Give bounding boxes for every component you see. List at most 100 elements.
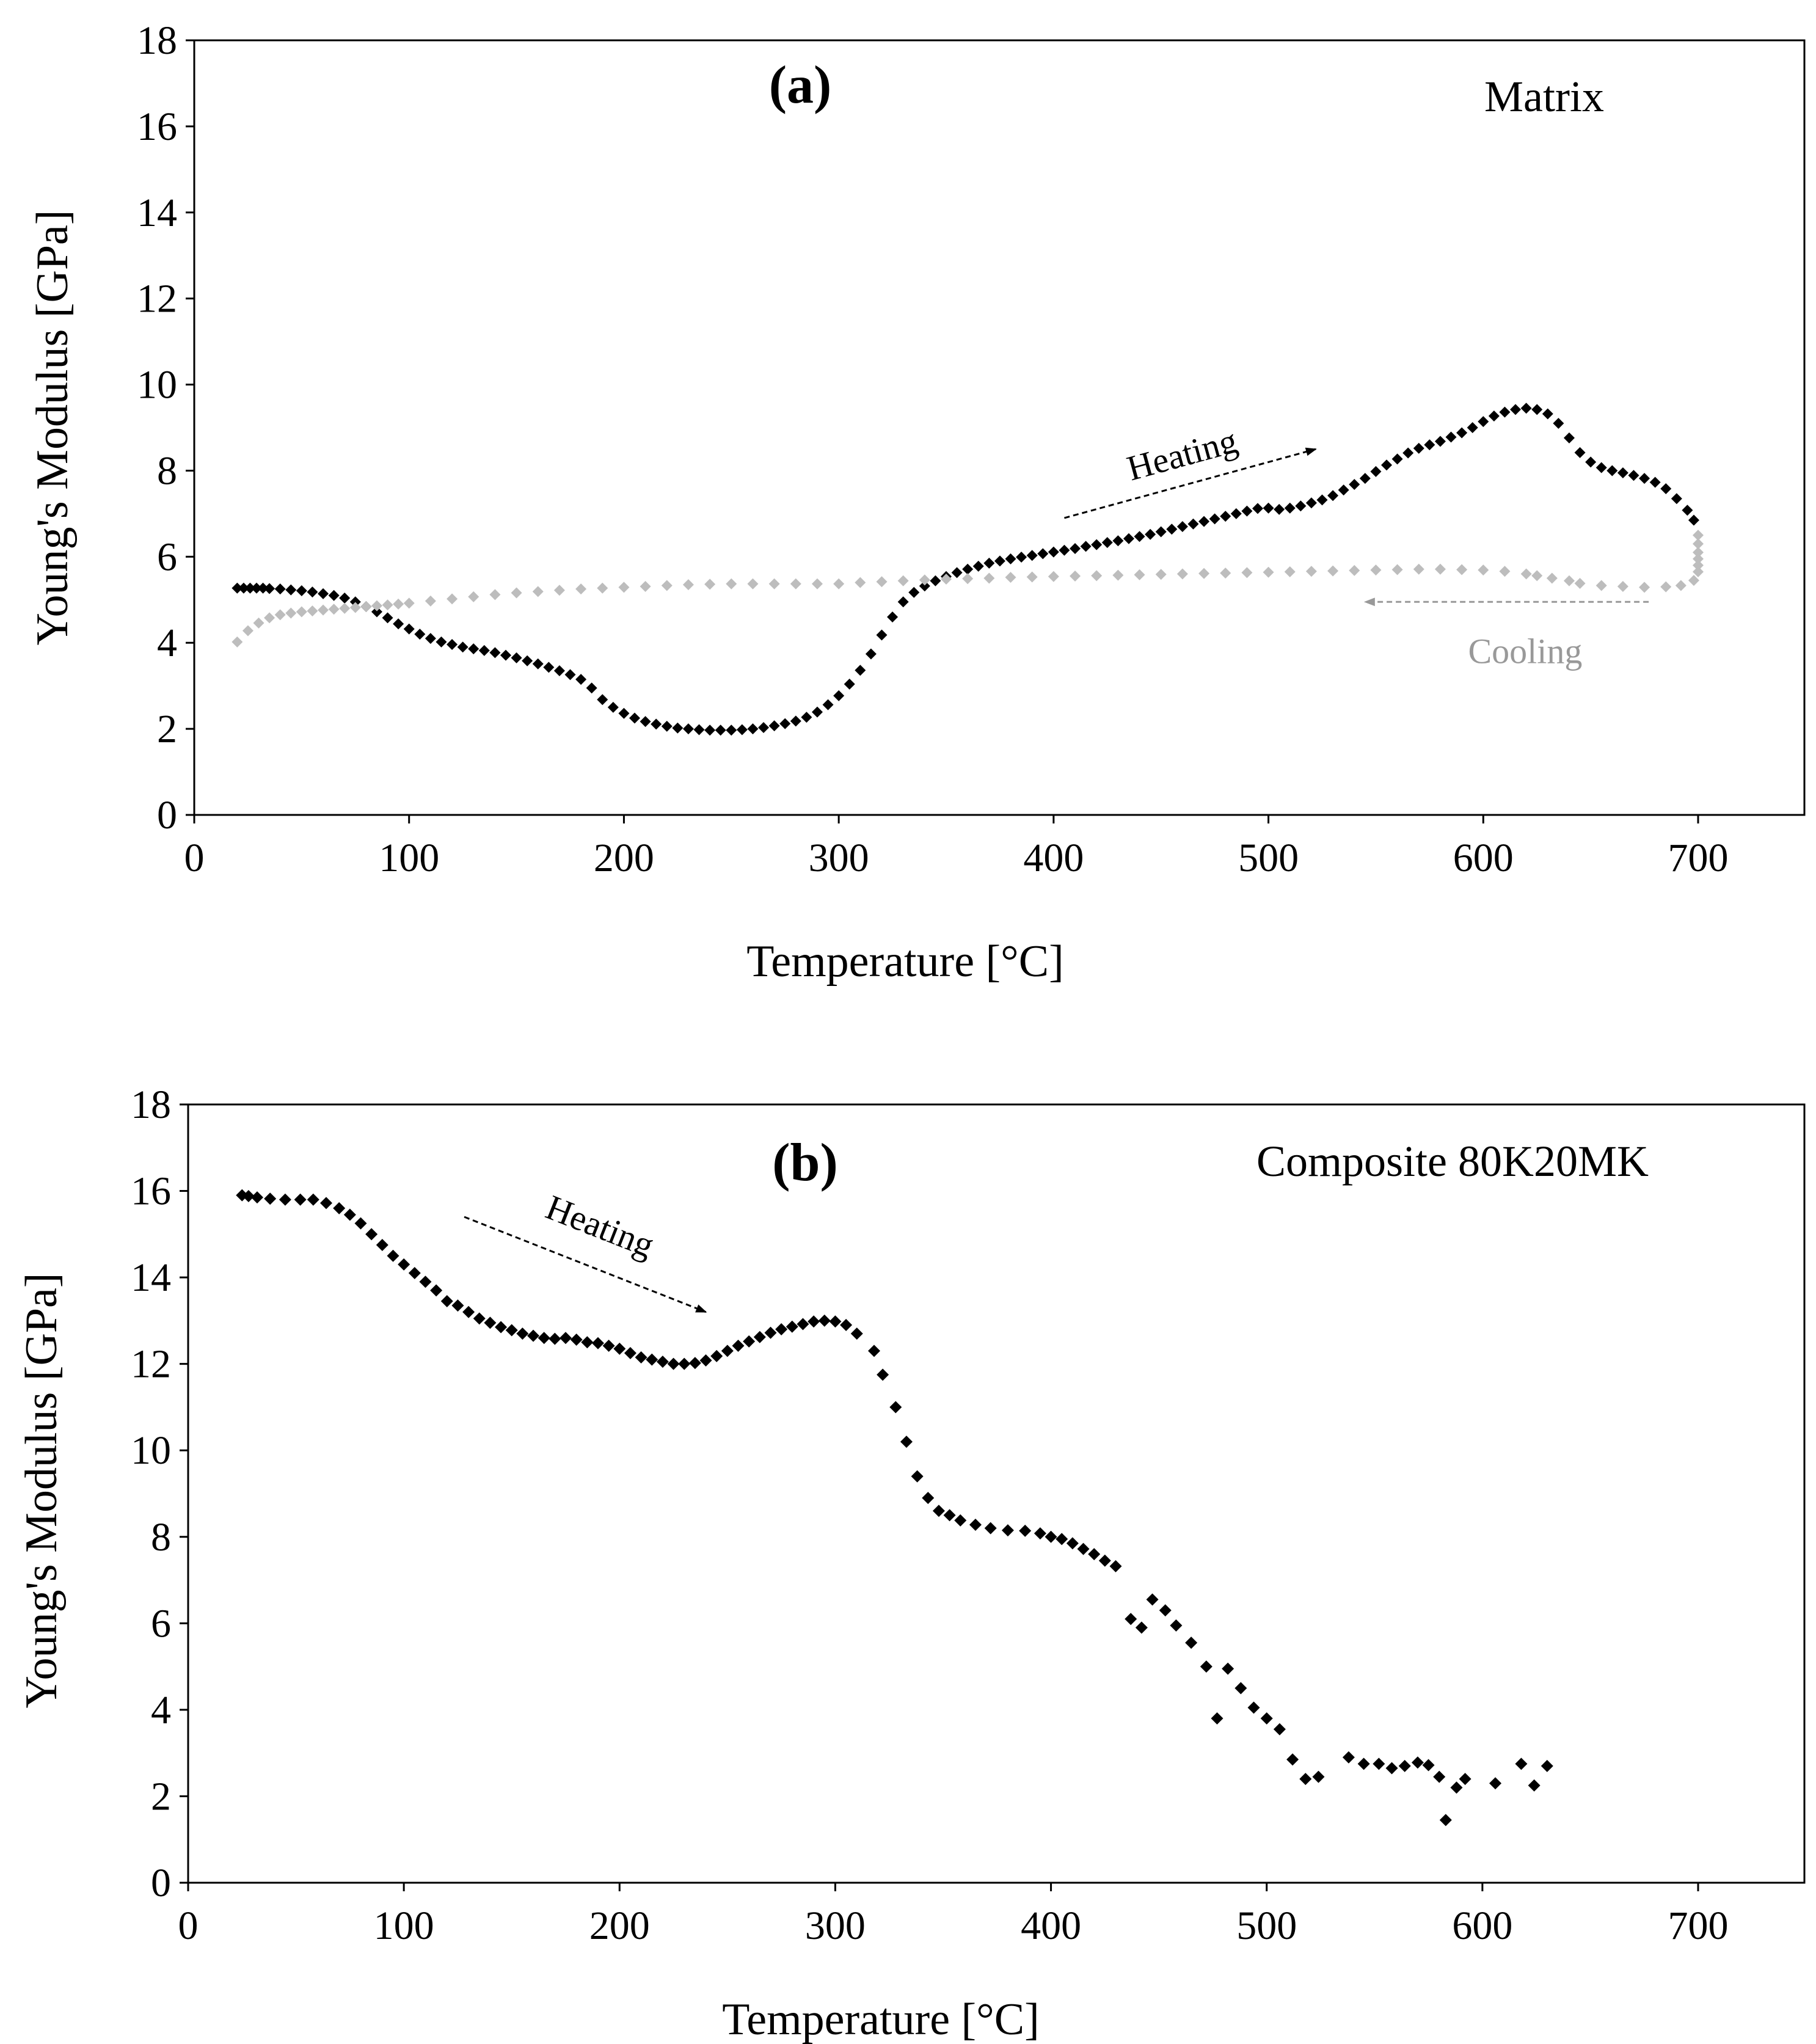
x-tick-label: 400 (1023, 836, 1084, 880)
data-point (447, 639, 458, 651)
data-point (1456, 427, 1468, 439)
data-point (1220, 511, 1231, 522)
data-point (1135, 1621, 1148, 1634)
data-point (1675, 580, 1687, 591)
data-point (1402, 447, 1414, 459)
data-point (575, 583, 587, 595)
data-point (1515, 1757, 1528, 1770)
data-point (932, 1505, 945, 1517)
data-point (1134, 531, 1145, 542)
y-tick-label: 0 (151, 1861, 171, 1905)
annotation-label: Heating (1123, 420, 1241, 488)
data-point (1241, 505, 1253, 517)
data-point (1528, 1779, 1541, 1792)
data-point (1001, 1524, 1014, 1537)
data-point (279, 1193, 291, 1206)
data-point (1045, 1530, 1057, 1543)
data-point (398, 1258, 410, 1271)
data-point (994, 555, 1005, 567)
data-point (613, 1342, 626, 1355)
y-tick-label: 6 (157, 535, 177, 579)
data-point (1305, 566, 1317, 577)
x-axis-title: Temperature [°C] (746, 936, 1064, 987)
data-point (425, 633, 436, 644)
x-tick-label: 0 (178, 1903, 199, 1948)
data-point (1520, 568, 1532, 580)
data-point (972, 560, 984, 572)
data-point (1391, 564, 1403, 575)
data-point (1693, 547, 1704, 558)
data-point (962, 573, 974, 585)
data-point (318, 604, 329, 616)
data-point (294, 1193, 307, 1206)
data-point (527, 1329, 540, 1342)
data-point (640, 716, 651, 728)
data-point (430, 1284, 443, 1297)
data-point (591, 1337, 604, 1349)
data-point (1688, 514, 1699, 526)
data-point (1112, 535, 1124, 547)
data-point (1574, 447, 1586, 458)
data-point (635, 1351, 647, 1364)
data-point (581, 1336, 594, 1349)
y-tick-label: 14 (137, 191, 177, 235)
data-point (844, 678, 855, 690)
data-point (1159, 1604, 1172, 1617)
data-point (1247, 1701, 1260, 1714)
data-point (808, 1315, 820, 1328)
data-point (786, 1320, 798, 1333)
data-point (242, 625, 253, 637)
data-point (328, 604, 340, 615)
data-point (651, 718, 662, 730)
data-point (339, 592, 351, 604)
y-tick-label: 18 (137, 18, 177, 63)
x-axis: 0 100 200 300 400 500 600 700 (178, 1883, 1729, 1948)
data-point (505, 1324, 518, 1337)
data-point (1109, 1560, 1122, 1572)
data-point (1241, 567, 1253, 579)
data-point (747, 723, 759, 735)
data-point (1639, 473, 1650, 484)
data-point (1434, 563, 1446, 575)
panel-label: (a) (769, 56, 832, 115)
y-axis: 0 2 4 6 8 10 12 14 16 18 (137, 18, 194, 838)
data-point (516, 1327, 529, 1340)
data-point (1606, 465, 1618, 476)
data-point (1187, 518, 1199, 530)
data-point (1459, 1773, 1471, 1786)
data-point (1585, 456, 1597, 468)
x-tick-label: 700 (1668, 1903, 1729, 1948)
data-point (1286, 1753, 1299, 1766)
data-point (1026, 571, 1038, 583)
data-point (951, 567, 963, 579)
data-point (457, 641, 469, 653)
data-point (232, 582, 243, 594)
data-point (747, 578, 759, 589)
data-point (1445, 431, 1457, 443)
data-point (1234, 1682, 1247, 1695)
x-tick-label: 500 (1238, 836, 1299, 880)
data-point (704, 725, 716, 736)
data-point (489, 647, 501, 659)
data-point (1595, 462, 1607, 473)
data-point (822, 699, 834, 710)
data-point (1037, 548, 1049, 560)
x-tick-label: 100 (374, 1903, 434, 1948)
data-point (1357, 1757, 1370, 1770)
data-point (688, 1357, 701, 1370)
data-point (779, 718, 791, 729)
y-tick-label: 4 (157, 621, 177, 665)
data-point (897, 575, 909, 586)
series-layer (236, 1189, 1553, 1827)
data-point (597, 694, 608, 706)
data-point (1693, 566, 1704, 577)
data-point (320, 1197, 333, 1210)
data-point (865, 648, 877, 660)
data-point (1284, 566, 1296, 577)
data-point (1019, 1524, 1032, 1537)
data-point (1628, 470, 1639, 481)
data-point (624, 1346, 636, 1359)
data-point (1034, 1527, 1046, 1540)
data-point (489, 589, 501, 600)
data-point (850, 1327, 863, 1340)
